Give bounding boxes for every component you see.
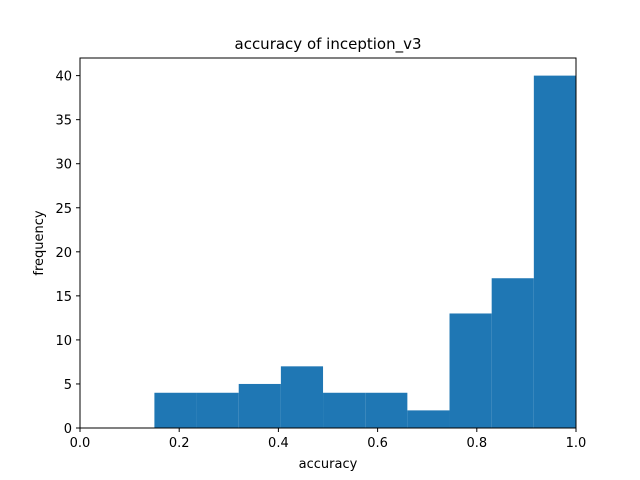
x-tick-label: 0.2 [169, 436, 190, 451]
y-tick-label: 0 [64, 422, 72, 437]
y-tick-label: 10 [55, 334, 72, 349]
y-tick-label: 15 [55, 290, 72, 305]
y-tick-label: 35 [55, 114, 72, 129]
histogram-bar [533, 75, 576, 428]
histogram-bar [323, 392, 366, 428]
histogram-bar [449, 313, 492, 428]
histogram-bar [365, 392, 408, 428]
histogram-bar [238, 383, 281, 428]
plot-frame [79, 57, 577, 429]
y-axis-label: frequency [32, 210, 47, 276]
histogram-bar [154, 392, 197, 428]
chart-title: accuracy of inception_v3 [235, 35, 422, 54]
bars-group [154, 75, 576, 428]
x-tick-label: 1.0 [566, 436, 587, 451]
x-axis-label: accuracy [299, 457, 358, 472]
x-ticks-group: 0.0 0.2 0.4 0.6 0.8 1.0 [70, 428, 587, 451]
x-tick-label: 0.4 [268, 436, 289, 451]
y-ticks-group: 0 5 10 15 20 25 30 35 40 [55, 70, 80, 437]
y-tick-label: 5 [64, 378, 72, 393]
y-tick-label: 40 [55, 70, 72, 85]
histogram-bar [407, 410, 450, 428]
histogram-bar [491, 278, 534, 428]
y-tick-label: 25 [55, 202, 72, 217]
x-tick-label: 0.8 [466, 436, 487, 451]
x-tick-label: 0.6 [367, 436, 388, 451]
x-tick-label: 0.0 [70, 436, 91, 451]
histogram-bar [196, 392, 239, 428]
histogram-bar [280, 366, 324, 428]
y-tick-label: 30 [55, 158, 72, 173]
y-tick-label: 20 [55, 246, 72, 261]
